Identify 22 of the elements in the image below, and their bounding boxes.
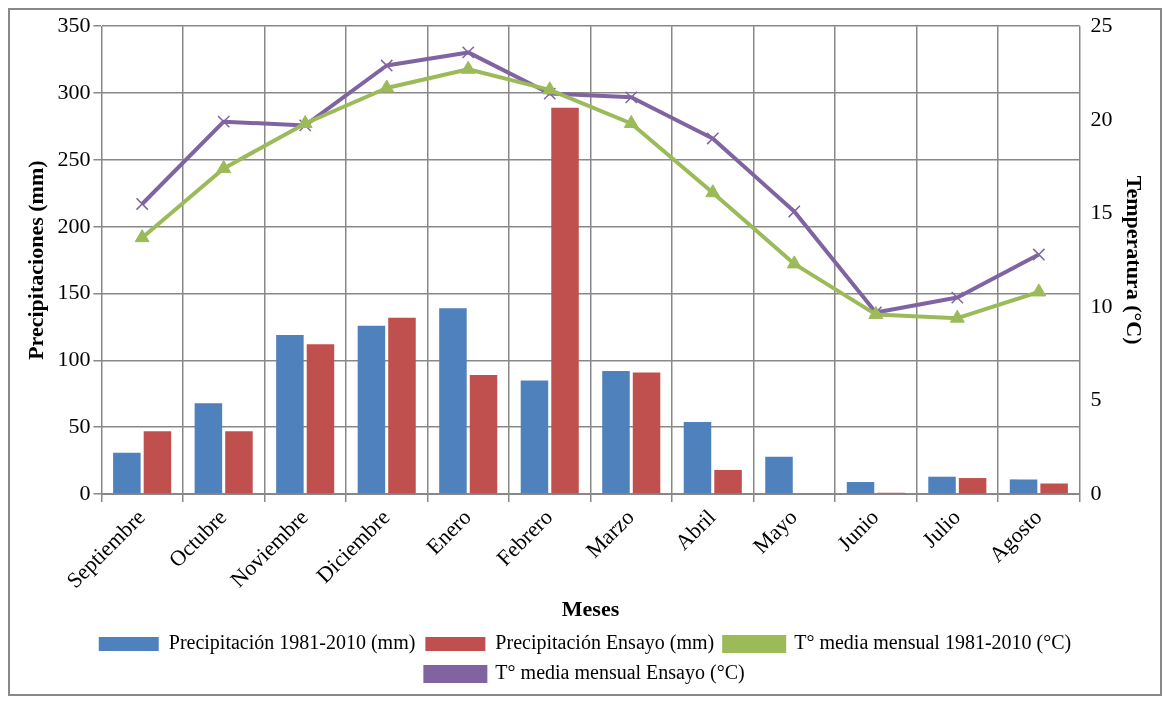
y2-tick-label: 25 [1090, 11, 1113, 37]
legend-label: Precipitación 1981-2010 (mm) [168, 631, 416, 655]
y2-tick-label: 5 [1090, 386, 1102, 412]
y2-axis-title: Temperatura (°C) [1122, 175, 1148, 345]
y-tick-label: 350 [57, 11, 91, 37]
y-tick-label: 50 [68, 413, 91, 439]
y-tick-label: 0 [79, 479, 91, 505]
y-axis-title: Precipitaciones (mm) [22, 160, 48, 360]
y2-tick-label: 20 [1090, 105, 1113, 131]
y2-tick-label: 0 [1090, 479, 1102, 505]
legend-label: Precipitación Ensayo (mm) [495, 631, 715, 655]
y2-tick-label: 15 [1090, 199, 1113, 225]
y-tick-label: 300 [57, 78, 91, 104]
y-tick-label: 250 [57, 145, 91, 171]
y-tick-label: 150 [57, 279, 91, 305]
y2-tick-label: 10 [1090, 292, 1113, 318]
legend-label: T° media mensual Ensayo (°C) [495, 661, 745, 685]
x-tick-label: Julio [917, 504, 965, 553]
y-tick-label: 100 [57, 346, 91, 372]
legend-label: T° media mensual 1981-2010 (°C) [794, 631, 1072, 655]
x-axis-title: Meses [561, 596, 620, 622]
y-tick-label: 200 [57, 212, 91, 238]
